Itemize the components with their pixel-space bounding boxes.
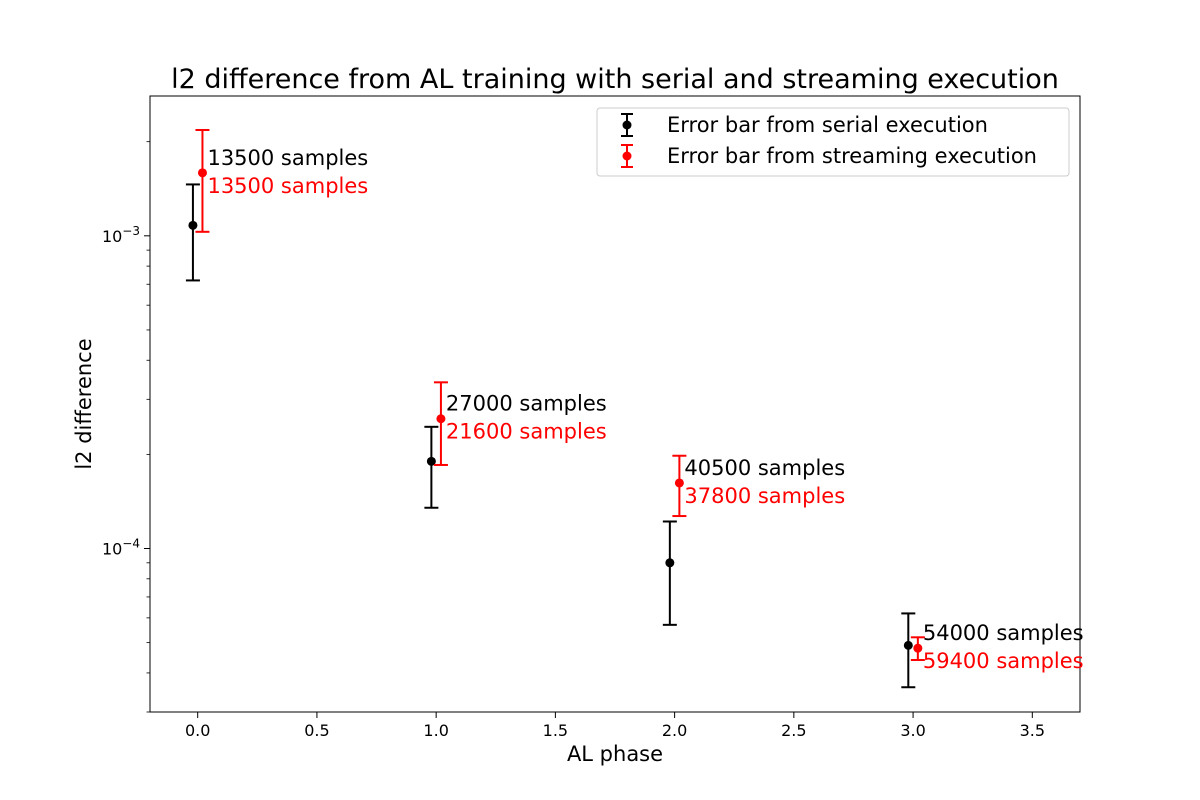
series-layer: 13500 samples 13500 samples 27000 samples 2… [185, 128, 1084, 689]
y-axis: 10−3 10−4 [102, 141, 150, 713]
x-tick-label: 2.0 [662, 721, 687, 740]
legend-marker [622, 120, 632, 130]
annotation-serial: 27000 samples [446, 392, 607, 416]
annotation-streaming: 37800 samples [684, 484, 845, 508]
x-tick-label: 0.5 [304, 721, 329, 740]
y-tick-label: 10−4 [102, 537, 140, 559]
data-point [665, 558, 675, 568]
annotation-serial: 54000 samples [923, 621, 1084, 645]
data-point [426, 456, 436, 466]
series-1 [185, 183, 916, 689]
data-point [188, 220, 198, 230]
x-tick-label: 2.5 [781, 721, 806, 740]
legend-box [596, 107, 1070, 177]
legend-label: Error bar from serial execution [667, 113, 988, 137]
y-axis-label: l2 difference [72, 338, 96, 469]
series-2 [195, 128, 925, 661]
x-tick-label: 0.0 [185, 721, 210, 740]
x-tick-label: 1.0 [423, 721, 448, 740]
data-point [197, 168, 207, 178]
annotation-streaming: 13500 samples [207, 174, 368, 198]
data-point [913, 643, 923, 653]
plot-frame [149, 95, 1081, 713]
x-axis: 0.0 0.5 1.0 1.5 2.0 2.5 3.0 3.5 [185, 712, 1045, 740]
data-point [903, 640, 913, 650]
legend: Error bar from serial execution Error bar… [596, 107, 1070, 177]
chart-title: l2 difference from AL training with seri… [171, 64, 1059, 95]
data-point [674, 478, 684, 488]
x-tick-label: 3.0 [900, 721, 925, 740]
legend-label: Error bar from streaming execution [667, 144, 1037, 168]
data-point [436, 414, 446, 424]
annotation-streaming: 59400 samples [923, 649, 1084, 673]
x-tick-label: 3.5 [1020, 721, 1045, 740]
annotation-serial: 40500 samples [684, 456, 845, 480]
legend-marker [622, 151, 632, 161]
y-tick-label: 10−3 [102, 224, 140, 246]
x-axis-label: AL phase [567, 742, 663, 766]
annotation-serial: 13500 samples [207, 146, 368, 170]
x-tick-label: 1.5 [543, 721, 568, 740]
annotation-streaming: 21600 samples [446, 420, 607, 444]
